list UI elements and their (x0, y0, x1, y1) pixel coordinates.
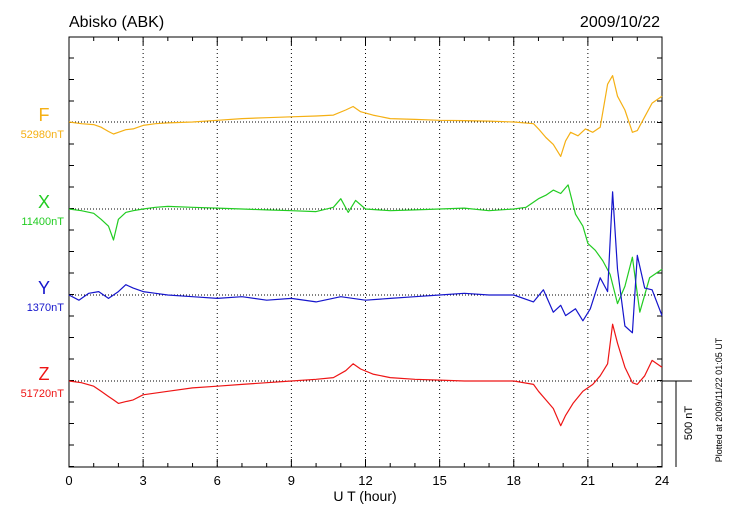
x-tick-label: 24 (655, 473, 669, 488)
series-line-f (68, 74, 663, 157)
x-tick-label: 21 (581, 473, 595, 488)
x-tick-label: 3 (140, 473, 147, 488)
plotted-timestamp: Plotted at 2009/11/22 01:05 UT (714, 337, 724, 462)
x-tick-label: 18 (507, 473, 521, 488)
series-line-x (68, 184, 663, 313)
chart-date: 2009/10/22 (580, 14, 660, 31)
x-tick-label: 12 (358, 473, 372, 488)
baseline-value-f: 52980nT (21, 129, 65, 141)
ticks (68, 37, 663, 467)
component-labels: F 52980nT X 11400nT Y 1370nT Z 51720nT (21, 105, 65, 400)
chart-title: Abisko (ABK) (69, 14, 164, 31)
x-tick-labels: 0 3 6 9 12 15 18 21 24 (65, 473, 669, 488)
x-tick-label: 6 (214, 473, 221, 488)
baseline-value-x: 11400nT (21, 216, 64, 228)
component-label-x: X (38, 192, 50, 212)
series-line-y (68, 191, 663, 334)
baseline-value-y: 1370nT (27, 302, 65, 314)
baselines (69, 121, 662, 382)
component-label-z: Z (39, 364, 50, 384)
series-line-z (68, 323, 663, 427)
x-tick-label: 15 (432, 473, 446, 488)
grid (142, 37, 589, 467)
x-tick-label: 9 (288, 473, 295, 488)
x-tick-label: 0 (65, 473, 72, 488)
x-axis-label: U T (hour) (333, 488, 396, 504)
series-lines (68, 74, 663, 427)
scale-bar: 500 nT (662, 380, 695, 467)
scale-bar-label: 500 nT (683, 406, 695, 441)
baseline-value-z: 51720nT (21, 388, 65, 400)
component-label-y: Y (38, 278, 50, 298)
component-label-f: F (39, 105, 50, 125)
